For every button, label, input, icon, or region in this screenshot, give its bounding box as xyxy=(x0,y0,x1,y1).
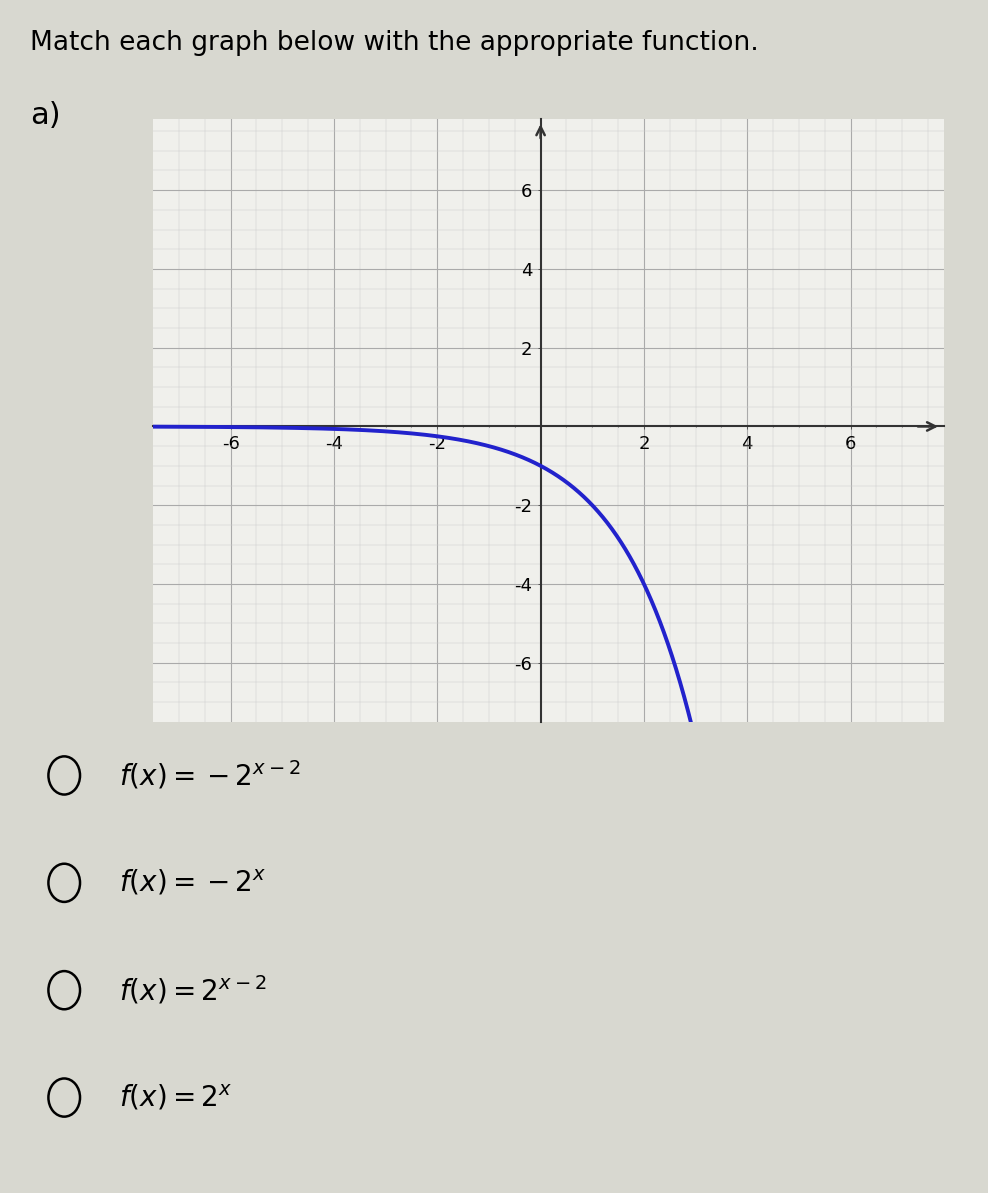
Text: Match each graph below with the appropriate function.: Match each graph below with the appropri… xyxy=(30,30,759,56)
Text: $f(x) = -2^{x}$: $f(x) = -2^{x}$ xyxy=(119,869,266,897)
Text: a): a) xyxy=(30,101,60,130)
Text: $f(x) = -2^{x-2}$: $f(x) = -2^{x-2}$ xyxy=(119,759,300,792)
Text: $f(x) = 2^{x-2}$: $f(x) = 2^{x-2}$ xyxy=(119,973,266,1007)
Text: $f(x) = 2^{x}$: $f(x) = 2^{x}$ xyxy=(119,1083,232,1112)
